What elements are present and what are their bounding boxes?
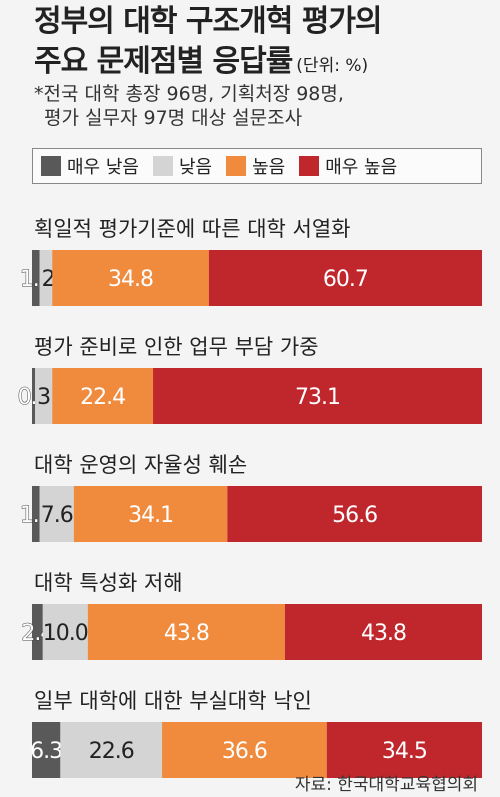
category-label: 획일적 평가기준에 따른 대학 서열화 [34, 217, 351, 241]
legend-item: 높음 [226, 153, 285, 179]
bar-segment [42, 604, 88, 660]
legend-swatch [226, 156, 247, 176]
bar-segment [87, 604, 285, 660]
bar-segment [39, 250, 53, 306]
survey-note-line-2: 평가 실무자 97명 대상 설문조사 [44, 107, 303, 129]
survey-note: *전국 대학 총장 96명, 기획처장 98명, 평가 실무자 97명 대상 설… [34, 82, 344, 130]
category-label: 대학 운영의 자율성 훼손 [34, 453, 247, 477]
bar-segment [227, 486, 482, 542]
legend-label: 높음 [252, 157, 286, 178]
data-label: 73.1 [295, 385, 340, 410]
title-line-2-text: 주요 문제점별 응답률 [34, 44, 293, 79]
bar-segment [35, 368, 53, 424]
legend-label: 매우 낮음 [67, 157, 139, 178]
bar-segment [162, 722, 327, 778]
bar-segment [32, 368, 36, 424]
data-label: 34.1 [128, 503, 173, 528]
legend-swatch [299, 156, 320, 176]
unit-label: (단위: %) [296, 56, 369, 76]
data-label: 43.8 [361, 621, 406, 646]
category-label: 일부 대학에 대한 부실대학 낙인 [34, 689, 312, 713]
data-label: 43.8 [164, 621, 209, 646]
chart-title: 정부의 대학 구조개혁 평가의 주요 문제점별 응답률 (단위: %) [34, 2, 383, 86]
source-note: 자료: 한국대학교육협의회 [295, 775, 478, 795]
data-label: 34.5 [382, 739, 427, 764]
data-label: 56.6 [332, 503, 377, 528]
legend-label: 낮음 [178, 157, 213, 178]
data-label: 10.0 [43, 621, 88, 646]
bar-segment [32, 250, 40, 306]
data-label: 22.6 [89, 739, 134, 764]
category-label: 대학 특성화 저해 [34, 571, 183, 595]
bar-segment [153, 368, 483, 424]
legend-item: 매우 높음 [299, 153, 397, 179]
legend-item: 낮음 [152, 153, 213, 179]
legend: 매우 낮음 낮음 높음 매우 높음 [32, 148, 482, 184]
data-label: 7.6 [41, 503, 73, 528]
legend-swatch [152, 156, 173, 176]
bar-segment [208, 250, 482, 306]
data-label: 6.3 [30, 739, 62, 764]
data-label: 60.7 [323, 267, 368, 292]
bar-segment [32, 486, 40, 542]
bar-segment [32, 722, 61, 778]
category-label: 평가 준비로 인한 업무 부담 가중 [34, 335, 319, 359]
bar-segment [60, 722, 163, 778]
bar-segment [39, 486, 74, 542]
data-label: 22.4 [80, 385, 125, 410]
bar-segment [52, 250, 209, 306]
bar-segment [32, 604, 43, 660]
title-line-1: 정부의 대학 구조개혁 평가의 [34, 4, 383, 39]
legend-label: 매우 높음 [325, 157, 398, 178]
bar-segment [73, 486, 228, 542]
bar-segment [326, 722, 482, 778]
survey-note-line-1: *전국 대학 총장 96명, 기획처장 98명, [34, 83, 344, 105]
legend-swatch [41, 156, 61, 176]
title-line-2: 주요 문제점별 응답률 (단위: %) [34, 42, 382, 86]
bar-segment [52, 368, 154, 424]
bar-segment [284, 604, 482, 660]
data-label: 36.6 [222, 739, 267, 764]
data-label: 34.8 [108, 267, 153, 292]
legend-item: 매우 낮음 [41, 153, 139, 179]
